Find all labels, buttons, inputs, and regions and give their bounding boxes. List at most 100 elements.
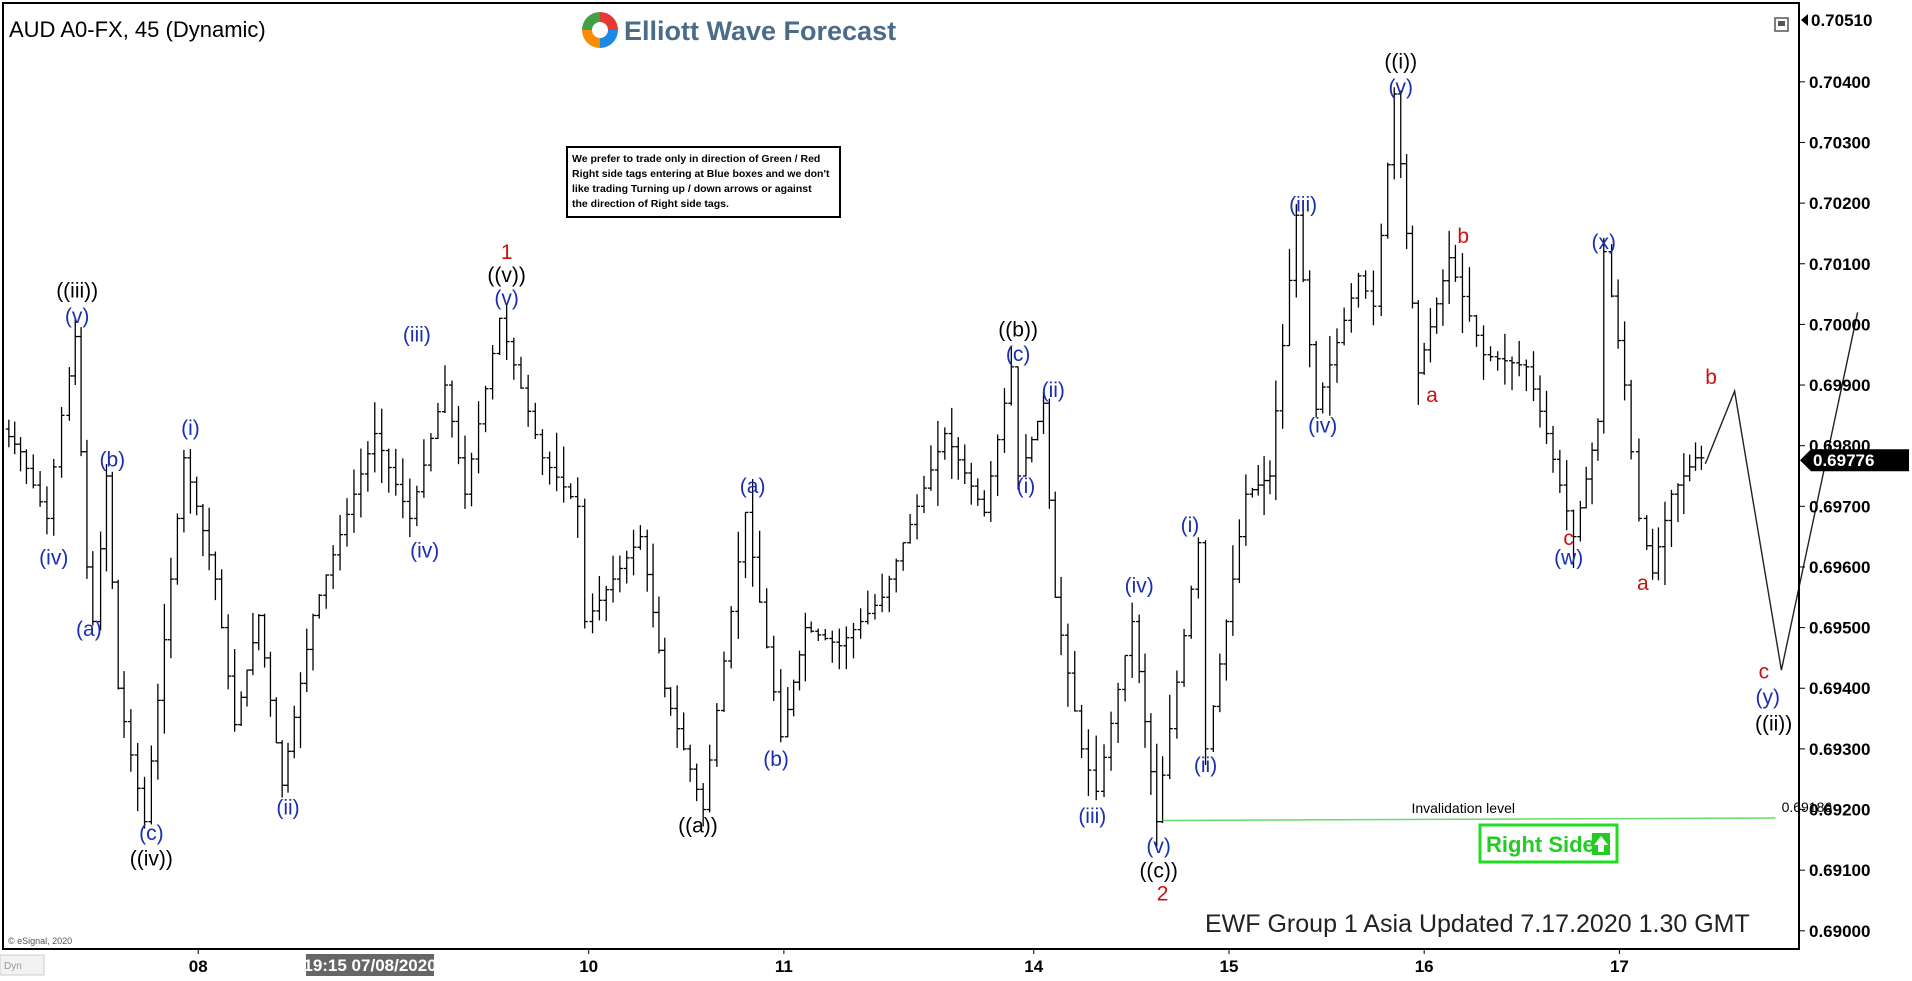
x-tick-label: 14 [1024,957,1043,976]
price-bar [109,471,116,590]
price-bar [1466,267,1473,322]
price-bar [1202,540,1209,765]
price-bar [1223,619,1230,681]
wave-label: b [1705,366,1717,389]
price-bar [1153,743,1160,847]
wave-label: (c) [1006,343,1031,366]
wave-label: (i) [1017,475,1036,498]
price-bar [115,579,122,690]
wave-label: (a) [740,475,766,498]
price-bar [1319,382,1326,414]
x-tick-label: 11 [775,957,793,976]
y-tick-label: 0.70000 [1809,315,1870,334]
wave-label: ((b)) [998,319,1038,342]
price-bar [1628,379,1635,460]
price-bar [1643,515,1650,551]
price-bar [1242,474,1249,546]
price-bar [1661,501,1668,586]
price-bar [449,380,455,438]
invalidation-label: Invalidation level [1411,800,1515,816]
price-bar [392,448,399,496]
window-restore-icon[interactable] [1774,17,1789,32]
price-bar [1674,483,1681,523]
wave-label: a [1637,572,1649,595]
price-bar [1509,356,1516,391]
logo: Elliott Wave Forecast [582,12,896,48]
x-tick-label: 16 [1415,957,1434,976]
price-bar [1028,436,1035,463]
price-bar [802,612,809,682]
price-bar [630,529,637,576]
price-bar [238,691,245,726]
price-bar [1040,391,1047,435]
wave-label: (w) [1554,547,1583,570]
price-bar [378,408,385,484]
price-bar [482,385,489,433]
last-price-badge [1800,449,1909,472]
wave-label: ((iv)) [130,847,173,870]
price-bar [78,327,85,457]
price-bar [1022,434,1029,477]
price-bar [330,545,337,589]
wave-label: (iii) [1289,194,1317,217]
price-bar [303,628,310,693]
price-bar [603,585,610,622]
wave-label: (v) [65,305,90,328]
price-bar [728,606,735,669]
price-bar [1341,307,1348,346]
price-bar [836,628,843,670]
price-bar [829,630,836,663]
dyn-indicator[interactable]: Dyn [0,954,45,976]
logo-text: Elliott Wave Forecast [624,16,896,46]
price-bar [763,588,770,649]
y-tick-label: 0.69600 [1809,558,1870,577]
price-bar [127,709,134,772]
footer-update-text: EWF Group 1 Asia Updated 7.17.2020 1.30 … [1205,910,1750,938]
price-bar [525,374,532,427]
price-bar [1210,705,1217,753]
wave-label: 2 [1157,882,1169,905]
price-bar [468,452,475,507]
price-bar [1583,466,1590,509]
price-bar [1589,442,1596,505]
price-bar [1122,654,1129,702]
price-bar [784,687,791,738]
note-line-1: We prefer to trade only in direction of … [572,153,820,165]
wave-label: (b) [763,748,789,771]
price-bar [721,651,728,712]
price-bar [879,573,886,613]
price-bar [1001,388,1008,453]
right-side-tag: Right Side [1478,823,1619,864]
price-bar [623,550,630,584]
price-bar [1698,445,1705,470]
price-bar [1071,651,1078,712]
price-bar [1326,336,1333,416]
price-bar [1058,576,1065,656]
price-bar [1378,223,1385,317]
wave-labels: ((iii))(v)(b)(iv)(a)(c)((iv))(i)(ii)(iii… [39,50,1792,905]
price-bar [1362,270,1369,299]
price-bars [5,87,1705,847]
price-bar [650,543,657,628]
price-bar [850,622,857,659]
price-bar [1046,398,1053,509]
note-box: We prefer to trade only in direction of … [566,146,841,218]
price-bar [1415,299,1422,405]
price-bar [589,593,596,634]
price-bar [212,551,219,601]
price-bar [667,687,674,716]
projection-line [1704,312,1859,671]
price-bar [1008,346,1015,406]
y-tick-label: 0.70400 [1809,73,1870,92]
price-bar [218,569,225,629]
y-tick-label: 0.69300 [1809,740,1870,759]
note-line-4: the direction of Right side tags. [572,198,729,210]
price-bar [413,485,420,527]
price-bar [187,448,194,514]
price-bar [934,420,941,506]
x-tick-label: 15 [1220,957,1239,976]
wave-label: (y) [1756,686,1781,709]
y-tick-label: 0.69700 [1809,497,1870,516]
wave-label: ((v)) [487,264,525,287]
price-bar [981,490,988,517]
